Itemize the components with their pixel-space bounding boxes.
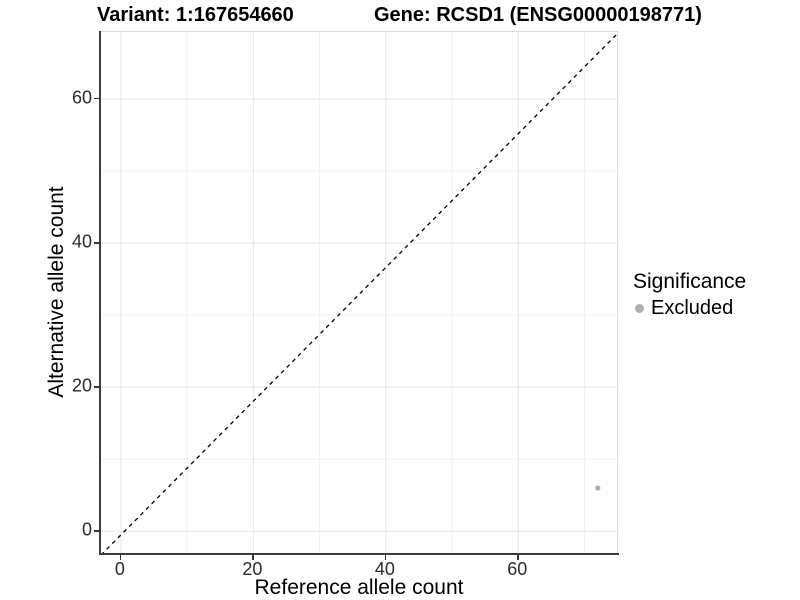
y-tick-label: 0 [81, 519, 92, 540]
x-tick-mark [517, 555, 519, 560]
x-tick-label: 20 [242, 559, 263, 579]
legend: Significance Excluded [633, 270, 746, 320]
y-tick-label: 40 [71, 231, 92, 252]
y-tick-label: 60 [71, 87, 92, 108]
legend-title: Significance [633, 270, 747, 293]
variant-title: Variant: 1:167654660 [97, 4, 294, 26]
excluded-point-icon [635, 304, 644, 313]
x-tick-mark [384, 555, 387, 560]
y-tick-mark [94, 386, 99, 388]
y-axis-title: Alternative allele count [45, 186, 68, 398]
x-axis-title: Reference allele count [254, 576, 464, 599]
gene-title: Gene: RCSD1 (ENSG00000198771) [374, 4, 702, 26]
plot-panel [100, 31, 619, 555]
y-tick-mark [94, 530, 99, 532]
y-axis-line [99, 31, 101, 555]
plot-canvas [101, 32, 619, 555]
y-tick-mark [94, 242, 99, 244]
x-tick-mark [252, 555, 254, 560]
x-tick-mark [119, 555, 122, 560]
y-tick-mark [94, 97, 99, 100]
y-tick-label: 20 [71, 375, 92, 396]
x-tick-label: 60 [507, 559, 528, 579]
legend-item-excluded: Excluded [633, 297, 746, 320]
x-tick-label: 40 [374, 559, 395, 579]
legend-item-label: Excluded [651, 297, 734, 319]
x-axis-line [99, 553, 619, 555]
identity-dashed-line [101, 32, 619, 555]
x-tick-label: 0 [114, 559, 125, 579]
data-point-excluded [595, 485, 601, 491]
